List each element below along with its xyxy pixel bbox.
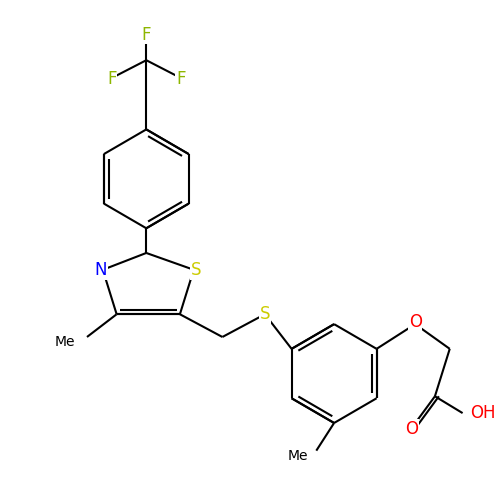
Text: F: F xyxy=(142,26,151,44)
Text: S: S xyxy=(260,305,270,323)
Text: F: F xyxy=(107,70,117,88)
Text: OH: OH xyxy=(470,404,496,422)
Text: Me: Me xyxy=(54,335,75,349)
Text: O: O xyxy=(404,420,417,438)
Text: S: S xyxy=(190,261,201,279)
Text: N: N xyxy=(94,261,107,279)
Text: Me: Me xyxy=(288,448,308,462)
Text: F: F xyxy=(176,70,186,88)
Text: O: O xyxy=(408,313,422,331)
